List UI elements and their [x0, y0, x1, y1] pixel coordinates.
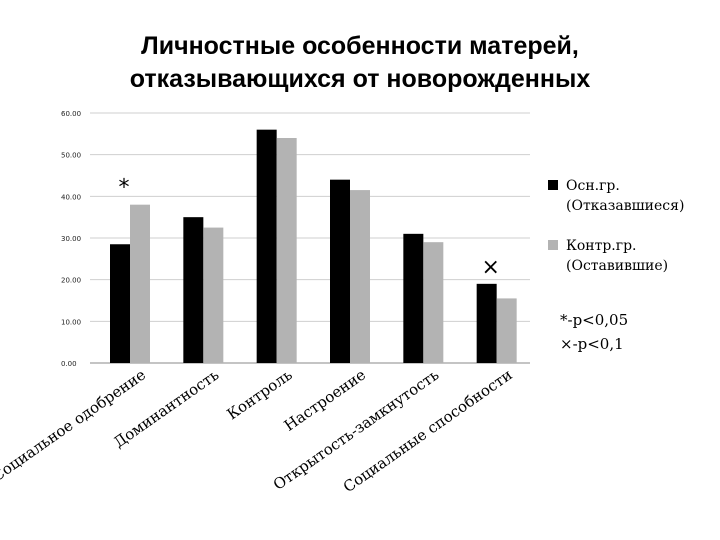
bar-main [110, 244, 130, 363]
chart-title-line-2: отказывающихся от новорожденных [129, 65, 591, 93]
y-tick-label: 40.00 [61, 193, 81, 201]
y-tick-label: 60.00 [61, 110, 81, 118]
bar-control [423, 242, 444, 363]
bar-main [183, 217, 204, 363]
significance-markers: *× [119, 176, 500, 280]
significance-marker: * [119, 176, 130, 201]
y-tick-label: 0.00 [61, 360, 77, 368]
bar-control [496, 298, 517, 363]
legend: Осн.гр. (Отказавшиеся) Контр.гр. (Оставивши… [548, 178, 684, 274]
legend-swatch [548, 240, 558, 250]
y-tick-label: 10.00 [61, 318, 81, 326]
bar-control [130, 204, 150, 363]
y-tick-label: 20.00 [61, 277, 81, 285]
legend-swatch [548, 180, 558, 190]
bar-control [350, 190, 370, 363]
chart-title-line-1: Личностные особенности матерей, [141, 32, 579, 60]
chart-title: Личностные особенности матерей, отказыва… [60, 30, 660, 96]
legend-label: Осн.гр. [566, 178, 620, 194]
legend-label: Контр.гр. [566, 238, 637, 254]
legend-label: (Отказавшиеся) [566, 198, 684, 214]
y-tick-label: 50.00 [61, 152, 81, 160]
bar-main [476, 283, 497, 363]
legend-label: (Оставившие) [566, 258, 668, 274]
significance-marker: × [481, 255, 499, 280]
bar-control [276, 138, 297, 363]
bar-main [403, 233, 424, 363]
category-label: Контроль [224, 366, 296, 424]
significance-notes: *-p<0,05 ×-p<0,1 [560, 311, 628, 353]
significance-note: ×-p<0,1 [560, 335, 624, 353]
y-axis-ticks: 0.00 10.00 20.00 30.00 40.00 50.00 60.00 [61, 110, 81, 368]
y-tick-label: 30.00 [61, 235, 81, 243]
bar-main [256, 129, 277, 363]
bars [110, 129, 517, 363]
significance-note: *-p<0,05 [560, 311, 628, 329]
gridlines [90, 112, 530, 364]
bar-main [330, 179, 350, 363]
bar-control [203, 227, 224, 363]
